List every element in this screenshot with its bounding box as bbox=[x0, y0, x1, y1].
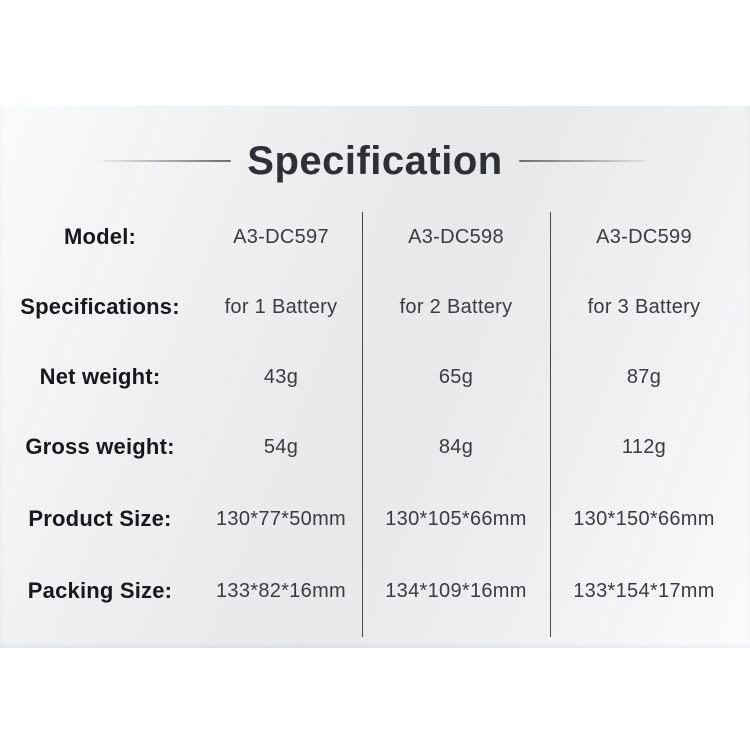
product-size-value-1: 130*77*50mm bbox=[215, 507, 347, 530]
packing-size-value-3: 133*154*17mm bbox=[573, 579, 715, 602]
page-title: Specification bbox=[247, 139, 503, 183]
model-value-2: A3-DC598 bbox=[408, 225, 504, 248]
column-divider-1 bbox=[362, 212, 363, 637]
title-rule-left bbox=[103, 160, 232, 162]
row-label-specifications: Specifications: bbox=[20, 294, 180, 319]
gross-weight-value-2: 84g bbox=[438, 435, 474, 458]
title-row: Specification bbox=[0, 135, 750, 187]
model-value-3: A3-DC599 bbox=[596, 225, 692, 248]
model-value-1: A3-DC597 bbox=[233, 225, 329, 248]
spec-table: Model: A3-DC597 A3-DC598 A3-DC599 Specif… bbox=[0, 202, 738, 626]
net-weight-value-2: 65g bbox=[438, 365, 474, 388]
packing-size-value-2: 134*109*16mm bbox=[385, 579, 527, 602]
column-divider-2 bbox=[550, 212, 551, 637]
product-size-value-2: 130*105*66mm bbox=[385, 507, 527, 530]
spec-row-product-size: Product Size: 130*77*50mm 130*105*66mm 1… bbox=[0, 482, 738, 556]
row-label-model: Model: bbox=[63, 224, 137, 249]
gross-weight-value-1: 54g bbox=[263, 435, 299, 458]
spec-row-gross-weight: Gross weight: 54g 84g 112g bbox=[0, 412, 738, 482]
row-label-net-weight: Net weight: bbox=[39, 364, 161, 389]
row-label-product-size: Product Size: bbox=[28, 506, 172, 531]
spec-panel: Specification Model: A3-DC597 A3-DC598 A… bbox=[0, 105, 750, 648]
row-label-gross-weight: Gross weight: bbox=[25, 434, 175, 459]
spec-row-model: Model: A3-DC597 A3-DC598 A3-DC599 bbox=[0, 202, 738, 272]
packing-size-value-1: 133*82*16mm bbox=[215, 579, 347, 602]
specifications-value-1: for 1 Battery bbox=[224, 295, 338, 318]
net-weight-value-1: 43g bbox=[263, 365, 299, 388]
net-weight-value-3: 87g bbox=[626, 365, 662, 388]
gross-weight-value-3: 112g bbox=[621, 435, 667, 458]
title-rule-right bbox=[518, 160, 647, 162]
specifications-value-2: for 2 Battery bbox=[399, 295, 513, 318]
specifications-value-3: for 3 Battery bbox=[587, 295, 701, 318]
spec-row-specifications: Specifications: for 1 Battery for 2 Batt… bbox=[0, 272, 738, 342]
spec-row-packing-size: Packing Size: 133*82*16mm 134*109*16mm 1… bbox=[0, 556, 738, 626]
spec-row-net-weight: Net weight: 43g 65g 87g bbox=[0, 342, 738, 412]
product-size-value-3: 130*150*66mm bbox=[573, 507, 715, 530]
row-label-packing-size: Packing Size: bbox=[27, 578, 173, 603]
